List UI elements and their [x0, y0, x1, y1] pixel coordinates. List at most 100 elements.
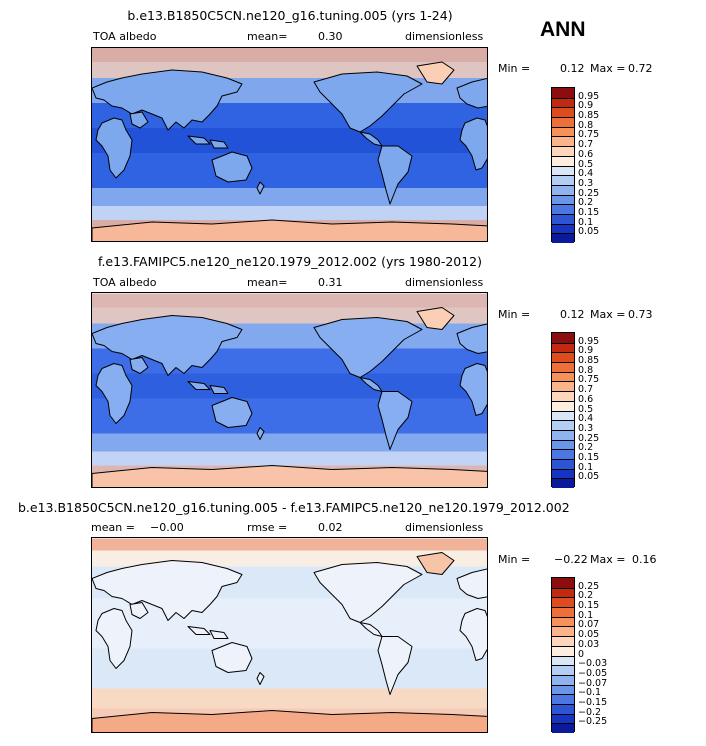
map-coastline-indonesia1	[187, 381, 211, 390]
colorbar-box	[552, 184, 574, 195]
colorbar-box	[552, 352, 574, 363]
panel-mean-label: mean =	[91, 521, 135, 534]
map-coastline-arabia	[129, 111, 149, 129]
map-image	[92, 48, 487, 241]
colorbar-box	[552, 655, 574, 666]
map-coastline-greenland	[416, 307, 455, 330]
colorbar-box	[552, 645, 574, 656]
colorbar-tick-label: 0.85	[578, 110, 600, 122]
colorbar-box	[552, 146, 574, 156]
map-latitude-band	[92, 433, 487, 452]
colorbar-tick-label: 0.07	[578, 619, 600, 631]
max-label: Max =	[590, 553, 626, 566]
map-coastline-europe2	[456, 77, 487, 109]
colorbar-box	[552, 381, 574, 392]
map-coastline-africa	[95, 608, 133, 669]
map-coastline-namerica	[313, 71, 423, 133]
colorbar-tick-label: 0.9	[578, 345, 594, 357]
colorbar-box	[552, 449, 574, 459]
colorbar-box	[552, 194, 574, 205]
colorbar-box	[552, 107, 574, 118]
colorbar-box	[552, 213, 574, 224]
colorbar-tick-label: 0.05	[578, 471, 600, 483]
colorbar-tick-label: 0.75	[578, 129, 600, 141]
colorbar-box	[552, 587, 574, 598]
colorbar-tick-label: 0.05	[578, 226, 600, 238]
map-latitude-band	[92, 48, 487, 62]
colorbar-box	[552, 400, 574, 411]
colorbar-tick-label: 0.3	[578, 177, 594, 189]
panel-title: b.e13.B1850C5CN.ne120_g16.tuning.005 - f…	[18, 500, 570, 515]
colorbar-tick-label: 0.1	[578, 609, 594, 621]
panel-title: b.e13.B1850C5CN.ne120_g16.tuning.005 (yr…	[127, 8, 453, 23]
colorbar-box	[552, 674, 574, 685]
colorbar-tick-label: 0.6	[578, 393, 594, 405]
colorbar-tick-label: 0.2	[578, 442, 594, 454]
min-value: 0.12	[560, 308, 585, 321]
colorbar-tick-label: 0.15	[578, 206, 600, 218]
colorbar-box	[552, 136, 574, 147]
map-coastline-antarctica	[92, 465, 487, 487]
map-coastline-indonesia2	[209, 139, 229, 149]
map-frame	[91, 292, 488, 488]
colorbar-box	[552, 155, 574, 166]
max-label: Max =	[590, 308, 626, 321]
map-coastline-europe2	[456, 323, 487, 354]
colorbar-box	[552, 175, 574, 185]
colorbar-box	[552, 616, 574, 627]
colorbar-tick-label: 0.25	[578, 580, 600, 592]
colorbar-tick-label: −0.25	[578, 716, 608, 728]
colorbar-box	[552, 233, 574, 243]
map-coastline-indonesia1	[187, 135, 211, 145]
min-value: 0.12	[560, 62, 585, 75]
colorbar-tick-label: −0.1	[578, 687, 602, 699]
colorbar-box	[552, 478, 574, 488]
map-latitude-band	[92, 128, 487, 153]
map-latitude-band	[92, 598, 487, 649]
max-value: 0.73	[628, 308, 653, 321]
map-coastline-australia	[211, 397, 253, 428]
max-value: 0.16	[632, 553, 657, 566]
colorbar-box	[552, 410, 574, 421]
colorbar-tick-label: 0.6	[578, 148, 594, 160]
colorbar-box	[552, 126, 574, 137]
colorbar-tick-label: −0.07	[578, 677, 608, 689]
colorbar-box	[552, 703, 574, 714]
panel-mean-label: mean=	[247, 30, 288, 43]
map-frame	[91, 537, 488, 733]
colorbar	[551, 577, 575, 733]
map-coastline-eurasia	[92, 315, 243, 376]
colorbar-box	[552, 342, 574, 353]
colorbar-tick-label: 0.8	[578, 119, 594, 131]
colorbar-tick-label: 0.95	[578, 335, 600, 347]
colorbar-box	[552, 97, 574, 108]
colorbar-tick-label: 0.9	[578, 100, 594, 112]
colorbar-box	[552, 420, 574, 430]
colorbar-box	[552, 117, 574, 127]
map-latitude-band	[92, 206, 487, 220]
colorbar-tick-label: 0.75	[578, 374, 600, 386]
colorbar-box	[552, 578, 574, 588]
colorbar-box	[552, 439, 574, 450]
colorbar-tick-label: 0.25	[578, 432, 600, 444]
map-coastline-greenland	[416, 61, 455, 85]
map-coastline-europe2	[456, 568, 487, 599]
colorbar-tick-label: 0.8	[578, 364, 594, 376]
map-latitude-band	[92, 648, 487, 689]
colorbar-tick-label: 0.25	[578, 187, 600, 199]
colorbar-box	[552, 607, 574, 617]
colorbar-tick-label: 0.4	[578, 413, 594, 425]
colorbar-tick-label: 0.4	[578, 168, 594, 180]
colorbar-box	[552, 362, 574, 372]
map-coastline-africa2	[459, 117, 487, 171]
colorbar-tick-label: −0.2	[578, 706, 602, 718]
colorbar-tick-label: 0.1	[578, 216, 594, 228]
map-coastline-australia	[211, 151, 253, 183]
colorbar-tick-label: 0.2	[578, 590, 594, 602]
panel-units-label: dimensionless	[405, 30, 484, 43]
colorbar-tick-label: 0.1	[578, 461, 594, 473]
panel-mean-value: −0.00	[150, 521, 184, 534]
panel-variable-label: TOA albedo	[93, 276, 157, 289]
min-label: Min =	[498, 553, 531, 566]
map-coastline-samerica	[377, 391, 413, 450]
